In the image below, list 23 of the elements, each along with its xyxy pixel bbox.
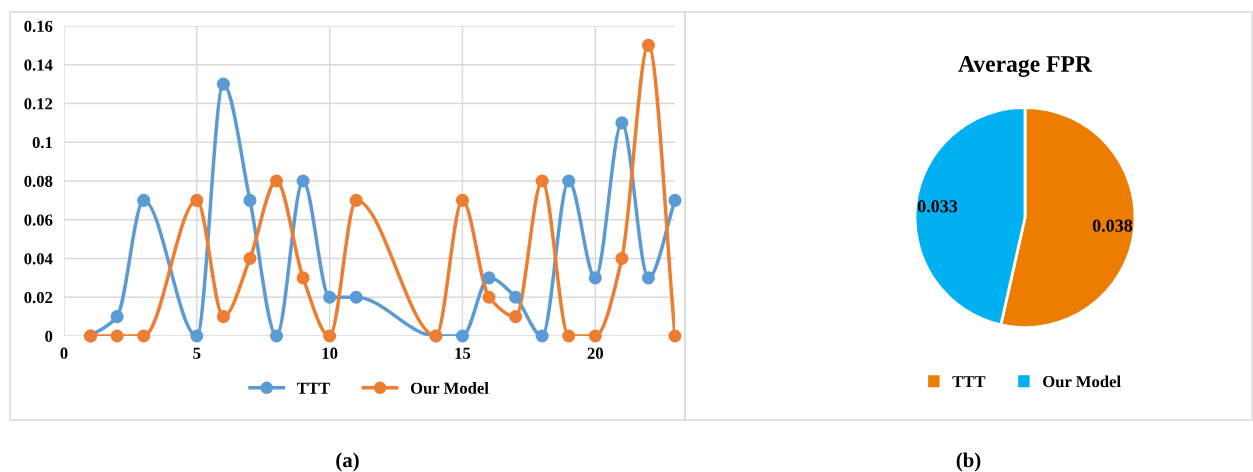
y-tick-label: 0.02 bbox=[24, 291, 53, 304]
legend-label: TTT bbox=[952, 376, 986, 388]
y-tick-label: 0.06 bbox=[24, 214, 53, 226]
x-tick-label: 5 bbox=[193, 347, 201, 359]
y-tick-label: 0.04 bbox=[24, 253, 53, 265]
data-label: 0.033 bbox=[917, 200, 958, 213]
x-tick-label: 0 bbox=[60, 347, 68, 359]
x-tick-label: 20 bbox=[587, 347, 603, 359]
chart-title: Average FPR bbox=[958, 56, 1093, 77]
y-tick-label: 0.14 bbox=[24, 59, 53, 71]
legend-label: TTT bbox=[296, 382, 330, 394]
y-tick-label: 0.1 bbox=[32, 136, 53, 149]
y-tick-label: 0.12 bbox=[24, 98, 53, 110]
x-tick-label: 15 bbox=[455, 347, 471, 359]
x-tick-label: 10 bbox=[322, 347, 338, 359]
data-label: 0.038 bbox=[1092, 219, 1133, 232]
text: (b) bbox=[956, 452, 981, 472]
y-tick-label: 0 bbox=[45, 330, 53, 342]
y-tick-label: 0.16 bbox=[24, 20, 53, 33]
text: (a) bbox=[336, 452, 359, 472]
legend-label: Our Model bbox=[410, 382, 489, 394]
legend-label: Our Model bbox=[1043, 375, 1121, 388]
y-tick-label: 0.08 bbox=[24, 175, 53, 188]
